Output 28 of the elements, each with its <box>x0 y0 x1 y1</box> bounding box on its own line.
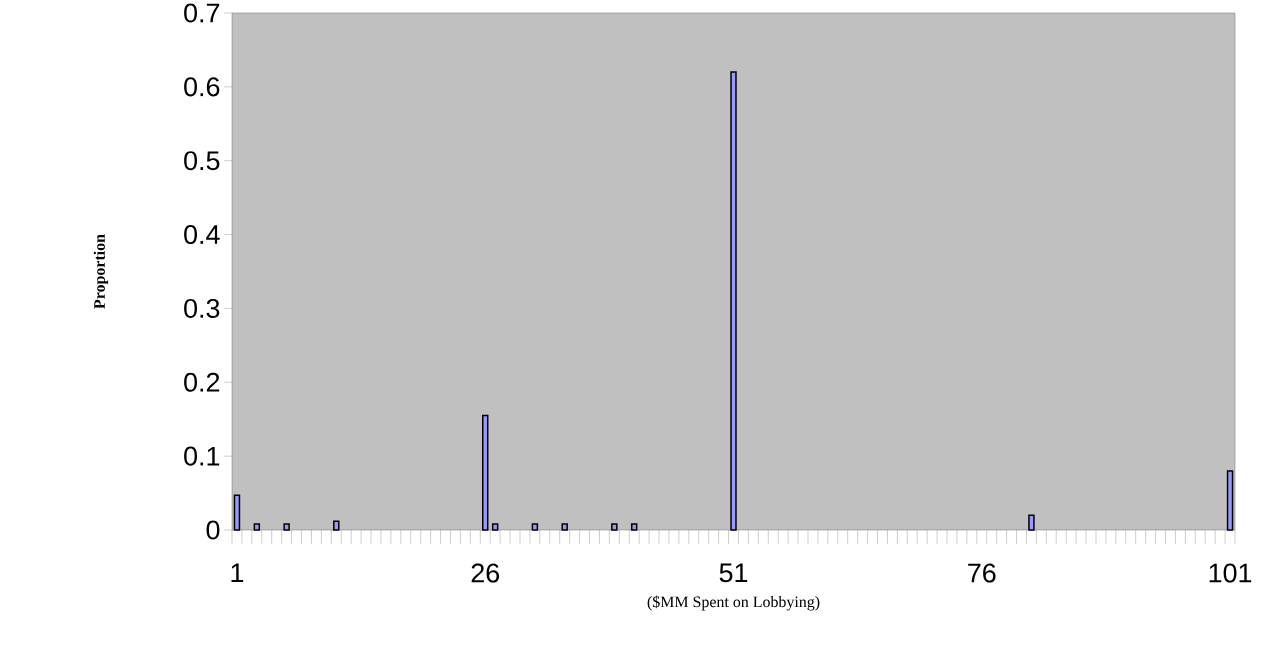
bar <box>1028 514 1035 531</box>
bar <box>233 494 241 531</box>
bar <box>730 71 737 531</box>
bar <box>630 523 638 531</box>
bar <box>333 520 340 531</box>
y-tick-label: 0.2 <box>184 372 220 392</box>
y-tick-label: 0.7 <box>184 3 220 23</box>
y-tick-label: 0 <box>206 520 220 540</box>
bar <box>491 523 499 531</box>
bar <box>253 523 261 531</box>
x-tick-label: 1 <box>231 563 244 583</box>
bar <box>283 523 290 531</box>
bar <box>611 523 618 531</box>
x-tick-label: 26 <box>471 563 500 583</box>
y-tick-label: 0.1 <box>184 446 220 466</box>
y-axis-title: Proportion <box>93 234 109 309</box>
x-axis-title: ($MM Spent on Lobbying) <box>647 595 820 611</box>
x-tick-label: 51 <box>719 563 748 583</box>
bar <box>482 414 489 531</box>
y-tick-label: 0.6 <box>184 77 220 97</box>
bar <box>561 523 568 531</box>
x-tick-label: 101 <box>1209 563 1252 583</box>
y-tick-label: 0.3 <box>184 298 220 318</box>
y-tick-label: 0.5 <box>184 151 220 171</box>
x-tick-label: 76 <box>968 563 996 583</box>
bar <box>1226 470 1234 531</box>
y-tick-label: 0.4 <box>184 225 220 245</box>
bar <box>531 523 539 531</box>
